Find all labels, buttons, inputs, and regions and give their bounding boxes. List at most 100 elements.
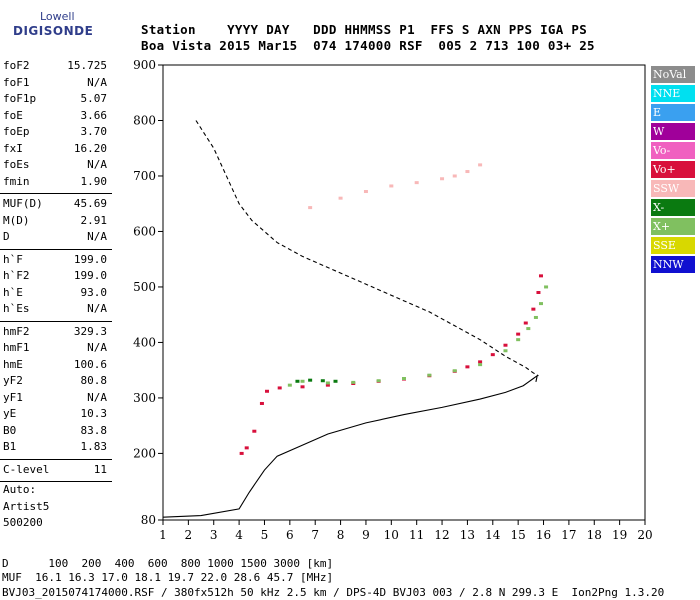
data-point-ssw — [308, 206, 313, 210]
param-name: foF2 — [3, 59, 30, 72]
footer-file-info: BVJ03_2015074174000.RSF / 380fx512h 50 k… — [2, 586, 665, 599]
data-point-x- — [478, 363, 483, 367]
param-row: foEp 3.70 — [3, 124, 107, 140]
x-tick-label: 13 — [460, 528, 475, 542]
param-name: M(D) — [3, 213, 30, 227]
param-name: hmF1 — [3, 341, 30, 354]
data-point-vo- — [244, 446, 249, 450]
legend-item: X- — [651, 199, 695, 216]
param-value: N/A — [87, 158, 107, 171]
param-name: fmin — [3, 174, 30, 188]
param-value: 16.20 — [73, 141, 107, 155]
header-labels: Station YYYY DAY DDD HHMMSS P1 FFS S AXN… — [141, 22, 588, 37]
legend-item: NNW — [651, 256, 695, 273]
param-row: C-level 11 — [3, 462, 107, 478]
data-point-x- — [516, 338, 521, 342]
param-name: B1 — [3, 440, 17, 453]
data-point-ssw — [338, 196, 343, 200]
data-point-x- — [503, 349, 508, 353]
data-point-ssw — [465, 170, 470, 174]
auto-program: Artist5 — [3, 500, 50, 513]
x-tick-label: 7 — [311, 528, 319, 542]
logo-text-lowell: Lowell — [40, 10, 75, 23]
param-separator — [0, 320, 112, 322]
param-value: 5.07 — [80, 92, 108, 105]
x-tick-label: 14 — [485, 528, 501, 542]
x-tick-label: 19 — [612, 528, 627, 542]
param-row: B1 1.83 — [3, 439, 107, 455]
data-point-vo- — [536, 291, 541, 294]
param-separator — [0, 193, 112, 194]
profile-curve — [162, 374, 539, 518]
x-tick-label: 6 — [286, 528, 294, 542]
param-separator — [0, 481, 112, 482]
param-value: 93.0 — [80, 285, 108, 299]
x-tick-label: 5 — [261, 528, 269, 542]
x-tick-label: 11 — [409, 528, 424, 542]
x-tick-label: 10 — [384, 528, 399, 542]
y-tick-label: 800 — [133, 113, 156, 127]
data-point-x- — [308, 378, 313, 382]
param-value: 1.83 — [80, 440, 108, 453]
param-separator — [0, 458, 112, 460]
logo-text-digisonde: DIGISONDE — [13, 24, 94, 38]
header-values: Boa Vista 2015 Mar15 074 174000 RSF 005 … — [141, 38, 595, 53]
param-name: foEp — [3, 125, 30, 138]
data-point-x- — [533, 315, 538, 319]
param-name: yF2 — [3, 374, 23, 387]
data-point-vo- — [252, 429, 257, 433]
y-tick-label: 80 — [141, 513, 156, 527]
data-point-x- — [452, 369, 457, 373]
param-row: h`F2 199.0 — [3, 268, 107, 284]
param-name: h`F2 — [3, 269, 30, 282]
data-point-vo- — [516, 332, 521, 336]
data-point-x- — [287, 383, 292, 387]
param-value: 80.8 — [80, 374, 108, 387]
param-row: B0 83.8 — [3, 423, 107, 439]
param-name: foF1 — [3, 75, 30, 89]
x-tick-label: 3 — [210, 528, 218, 542]
data-point-ssw — [363, 190, 368, 194]
param-name: h`Es — [3, 302, 30, 315]
data-point-x- — [526, 327, 531, 331]
data-point-vo- — [277, 386, 282, 390]
y-tick-label: 900 — [133, 58, 156, 72]
footer-muf-row: MUF 16.1 16.3 17.0 18.1 19.7 22.0 28.6 4… — [2, 571, 334, 584]
param-value: 1.90 — [80, 174, 108, 188]
y-tick-label: 300 — [133, 391, 156, 405]
data-point-vo- — [265, 389, 270, 393]
param-name: hmF2 — [3, 324, 30, 338]
param-value: N/A — [87, 75, 107, 89]
data-point-x- — [538, 302, 543, 306]
data-point-vo- — [300, 385, 305, 389]
param-row: foF1 N/A — [3, 75, 107, 91]
param-row: h`Es N/A — [3, 301, 107, 317]
param-value: 11 — [93, 462, 107, 476]
param-name: yE — [3, 407, 17, 420]
y-tick-label: 600 — [133, 224, 156, 238]
data-point-vo- — [523, 321, 528, 325]
param-row: foEs N/A — [3, 157, 107, 173]
data-point-x- — [333, 379, 338, 383]
param-row: fxI 16.20 — [3, 141, 107, 157]
data-point-ssw — [414, 181, 419, 185]
data-point-x- — [320, 379, 325, 383]
data-point-ssw — [389, 184, 394, 188]
data-point-x- — [300, 379, 305, 383]
param-value: 83.8 — [80, 423, 108, 437]
x-tick-label: 17 — [561, 528, 576, 542]
y-tick-label: 700 — [133, 169, 156, 183]
param-row: hmF2 329.3 — [3, 324, 107, 340]
data-point-vo- — [465, 365, 470, 369]
param-value: 329.3 — [73, 324, 107, 338]
data-point-x- — [295, 379, 300, 383]
param-name: C-level — [3, 462, 50, 476]
param-name: yF1 — [3, 390, 23, 404]
data-point-x- — [351, 380, 356, 384]
param-name: hmE — [3, 357, 23, 371]
x-tick-label: 18 — [587, 528, 602, 542]
data-point-vo- — [490, 353, 495, 357]
param-row: foE 3.66 — [3, 108, 107, 124]
data-point-x- — [427, 373, 432, 377]
param-name: h`F — [3, 252, 23, 266]
